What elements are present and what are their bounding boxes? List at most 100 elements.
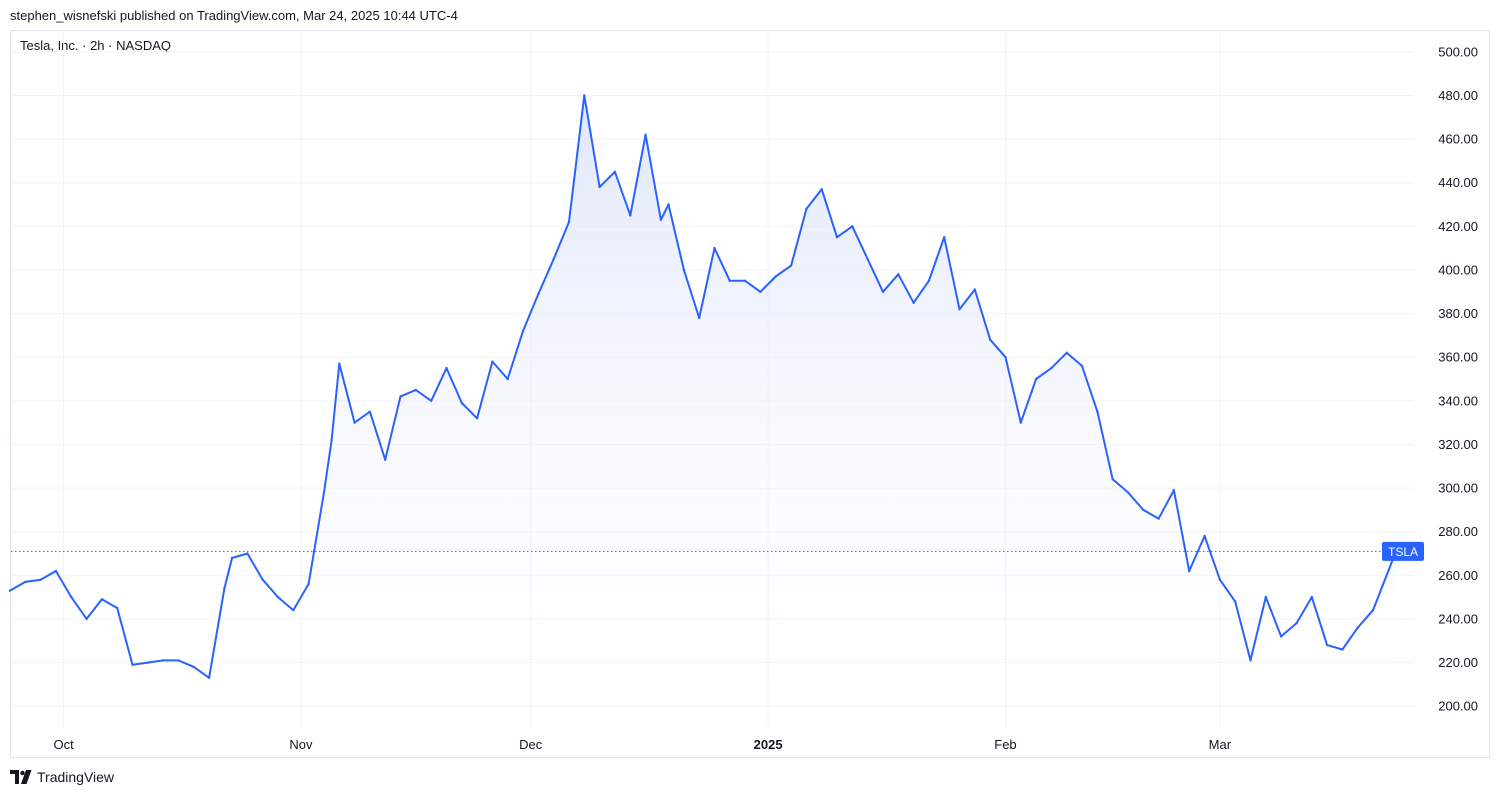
x-tick-label: Nov	[289, 737, 313, 752]
price-point	[1004, 356, 1007, 359]
price-point	[521, 329, 525, 333]
price-point	[39, 578, 42, 581]
price-point	[698, 316, 701, 320]
y-tick-label: 380.00	[1438, 306, 1478, 321]
price-point	[927, 279, 931, 282]
price-point	[116, 606, 119, 610]
price-point	[912, 301, 915, 304]
price-point	[820, 188, 823, 191]
price-point	[1310, 595, 1314, 599]
price-point	[743, 279, 747, 282]
price-point	[1264, 595, 1268, 599]
price-point	[1157, 517, 1160, 520]
y-tick-label: 480.00	[1438, 88, 1478, 103]
price-point	[207, 676, 211, 679]
price-point	[1279, 635, 1283, 638]
y-tick-label: 260.00	[1438, 568, 1478, 583]
price-point	[598, 185, 601, 189]
price-point	[475, 417, 479, 420]
price-point	[713, 246, 716, 250]
price-point	[897, 273, 900, 276]
price-point	[805, 207, 808, 211]
price-point	[851, 225, 854, 228]
price-point	[85, 617, 88, 621]
price-point	[1203, 534, 1206, 538]
price-point	[552, 257, 555, 261]
price-point	[1096, 410, 1099, 413]
price-point	[613, 170, 617, 173]
price-point	[54, 569, 58, 573]
price-point	[368, 410, 372, 413]
price-point	[414, 388, 417, 392]
price-point	[146, 661, 149, 664]
price-point	[353, 421, 356, 424]
price-point	[644, 133, 647, 136]
y-axis: 500.00 480.00 460.00 440.00 420.00 400.00 380.…	[1438, 44, 1478, 713]
price-point	[177, 659, 180, 662]
price-point	[230, 556, 234, 560]
price-point	[430, 399, 433, 402]
price-point	[292, 609, 295, 612]
price-point	[223, 587, 226, 590]
price-point	[1295, 622, 1298, 625]
y-tick-label: 220.00	[1438, 655, 1478, 670]
y-tick-label: 420.00	[1438, 219, 1478, 234]
price-point	[131, 663, 134, 666]
publish-info: stephen_wisnefski published on TradingVi…	[10, 8, 458, 23]
price-point	[629, 214, 632, 217]
price-point	[1218, 578, 1222, 581]
price-point	[1080, 364, 1084, 368]
price-point	[445, 366, 448, 370]
last-price-badge	[1382, 541, 1424, 561]
price-point	[192, 665, 195, 669]
price-point	[1371, 609, 1375, 612]
price-point	[537, 292, 540, 296]
price-point	[667, 203, 670, 206]
price-point	[161, 659, 165, 662]
price-point	[246, 552, 249, 555]
price-area-fill	[10, 95, 1396, 728]
price-point	[1019, 421, 1022, 424]
y-tick-label: 200.00	[1438, 699, 1478, 714]
price-point	[1142, 508, 1145, 512]
price-point	[682, 268, 686, 272]
price-point	[973, 288, 976, 291]
price-point	[384, 458, 387, 461]
tradingview-brand: TradingView	[37, 769, 115, 785]
price-point	[1172, 489, 1176, 492]
price-point	[24, 580, 27, 584]
price-point	[659, 218, 663, 221]
y-tick-label: 460.00	[1438, 132, 1478, 147]
price-point	[958, 308, 961, 311]
price-point	[506, 377, 509, 381]
y-tick-label: 360.00	[1438, 350, 1478, 365]
price-point	[307, 582, 310, 586]
price-point	[728, 279, 731, 282]
price-point	[399, 395, 402, 398]
price-point	[1111, 478, 1114, 481]
price-point	[835, 236, 839, 239]
price-point	[1034, 377, 1038, 381]
price-point	[989, 338, 992, 341]
price-point	[1356, 626, 1359, 629]
price-point	[1050, 366, 1053, 370]
x-tick-label: Feb	[994, 737, 1016, 752]
x-axis: Oct Nov Dec 2025 Feb Mar	[53, 737, 1231, 752]
price-point	[322, 491, 326, 494]
last-price-symbol: TSLA	[1388, 545, 1418, 559]
price-point	[881, 290, 885, 293]
price-point	[774, 275, 777, 278]
price-point	[338, 362, 341, 365]
price-area	[8, 94, 1398, 728]
price-point	[583, 94, 586, 97]
y-tick-label: 240.00	[1438, 611, 1478, 626]
x-tick-label: 2025	[754, 737, 783, 752]
tradingview-logo[interactable]: TradingView	[10, 769, 114, 785]
y-tick-label: 320.00	[1438, 437, 1478, 452]
y-tick-label: 400.00	[1438, 262, 1478, 277]
price-point	[261, 578, 264, 581]
symbol-title: Tesla, Inc. · 2h · NASDAQ	[20, 38, 171, 53]
price-point	[1065, 351, 1068, 354]
y-tick-label: 340.00	[1438, 393, 1478, 408]
